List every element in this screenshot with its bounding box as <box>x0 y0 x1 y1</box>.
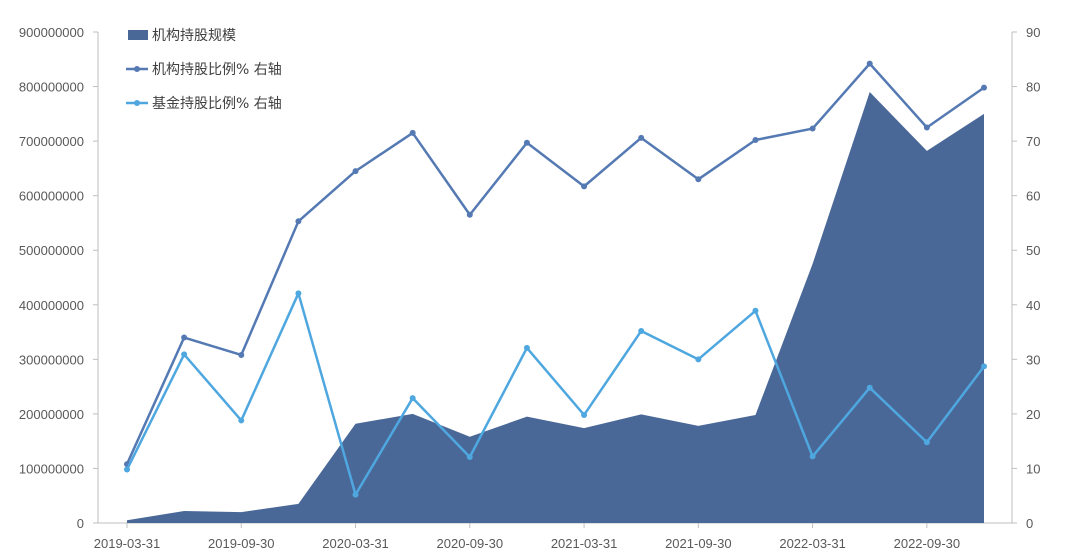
series-point-2 <box>238 417 245 424</box>
series-point-1 <box>523 139 530 146</box>
series-point-2 <box>295 290 302 297</box>
right-y-axis: 0 10 20 30 40 50 60 70 80 90 <box>1011 25 1040 531</box>
series-point-1 <box>466 211 473 218</box>
left-tick-label: 700000000 <box>19 134 84 149</box>
series-point-2 <box>923 439 930 446</box>
x-tick-label: 2021-03-31 <box>551 536 618 551</box>
right-tick-label: 0 <box>1026 516 1033 531</box>
left-tick-label: 800000000 <box>19 80 84 95</box>
right-tick-label: 90 <box>1026 25 1040 40</box>
x-tick-label: 2020-09-30 <box>437 536 504 551</box>
legend-swatch-marker <box>134 100 140 106</box>
left-tick-label: 500000000 <box>19 243 84 258</box>
x-tick-label: 2019-09-30 <box>208 536 275 551</box>
series-point-1 <box>295 218 302 225</box>
legend-label: 机构持股规模 <box>152 28 236 44</box>
right-tick-label: 10 <box>1026 461 1040 476</box>
left-tick-label: 900000000 <box>19 25 84 40</box>
series-point-2 <box>523 344 530 351</box>
series-point-1 <box>181 334 188 341</box>
left-tick-label: 300000000 <box>19 352 84 367</box>
x-tick-label: 2020-03-31 <box>322 536 389 551</box>
right-tick-label: 80 <box>1026 80 1040 95</box>
series-point-2 <box>866 384 873 391</box>
x-tick-label: 2019-03-31 <box>94 536 161 551</box>
series-point-2 <box>695 356 702 363</box>
series-point-1 <box>581 183 588 190</box>
left-tick-label: 100000000 <box>19 461 84 476</box>
series-point-2 <box>124 466 130 473</box>
x-tick-label: 2022-03-31 <box>779 536 846 551</box>
right-tick-label: 40 <box>1026 298 1040 313</box>
right-tick-label: 70 <box>1026 134 1040 149</box>
series-point-1 <box>752 137 759 144</box>
left-tick-label: 600000000 <box>19 189 84 204</box>
series-point-1 <box>981 84 987 91</box>
right-tick-label: 60 <box>1026 189 1040 204</box>
legend-swatch-area <box>128 30 148 40</box>
series-point-1 <box>238 351 245 358</box>
series-line-2 <box>125 292 985 496</box>
series-point-1 <box>352 168 359 175</box>
series-line-1 <box>125 62 985 465</box>
series-point-1 <box>923 124 930 131</box>
series-point-2 <box>981 363 987 370</box>
legend-swatch-marker <box>134 66 140 72</box>
series-point-2 <box>809 453 816 460</box>
series-point-2 <box>181 351 188 358</box>
plot-area <box>124 60 987 523</box>
series-point-1 <box>809 125 816 132</box>
series-area-0 <box>127 92 984 523</box>
series-point-2 <box>752 307 759 314</box>
series-point-2 <box>409 395 416 402</box>
x-axis: 2019-03-31 2019-09-30 2020-03-31 2020-09-30… <box>94 522 1012 551</box>
left-tick-label: 400000000 <box>19 298 84 313</box>
left-tick-label: 0 <box>77 516 84 531</box>
series-point-1 <box>695 176 702 183</box>
right-tick-label: 30 <box>1026 352 1040 367</box>
left-y-axis: 0 100000000 200000000 300000000 400000000 500… <box>19 25 99 531</box>
legend-label: 机构持股比例% 右轴 <box>152 62 282 78</box>
series-point-2 <box>352 491 359 498</box>
series-point-1 <box>866 60 873 67</box>
legend-label: 基金持股比例% 右轴 <box>152 95 282 112</box>
right-tick-label: 50 <box>1026 243 1040 258</box>
x-tick-label: 2022-09-30 <box>894 536 961 551</box>
series-point-2 <box>466 453 473 460</box>
series-point-2 <box>581 411 588 418</box>
left-tick-label: 200000000 <box>19 407 84 422</box>
right-tick-label: 20 <box>1026 407 1040 422</box>
series-point-1 <box>638 134 645 141</box>
series-point-1 <box>409 129 416 136</box>
x-tick-label: 2021-09-30 <box>665 536 732 551</box>
series-point-2 <box>638 327 645 334</box>
